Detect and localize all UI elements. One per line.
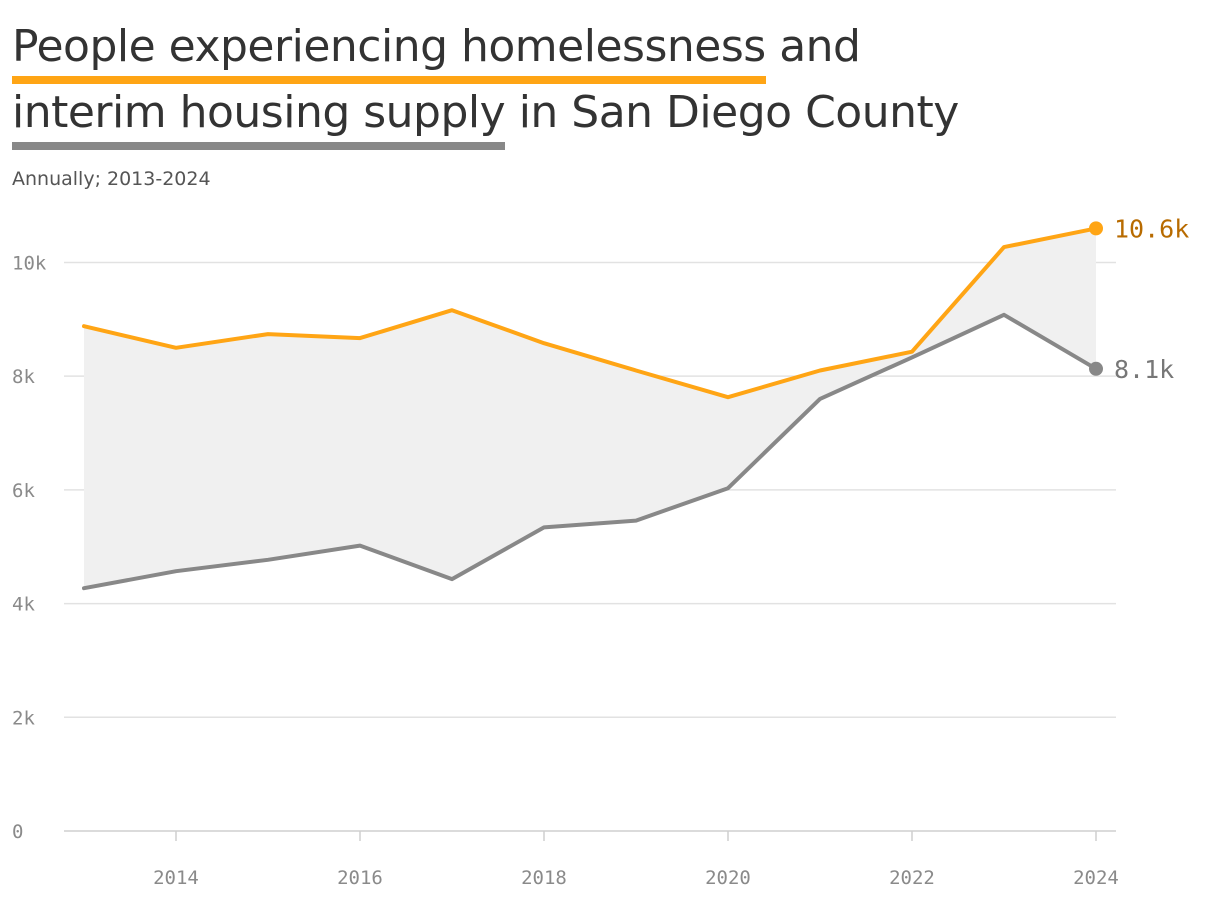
- y-tick-label: 6k: [12, 480, 35, 502]
- series-line-homeless: [82, 226, 1098, 400]
- y-tick-label: 0: [12, 821, 23, 843]
- x-tick-label: 2022: [889, 867, 935, 889]
- x-tick-label: 2014: [153, 867, 199, 889]
- gap-area: [84, 228, 1096, 589]
- title-housing-highlight: interim housing supply: [12, 87, 506, 150]
- end-label-homeless: 10.6k: [1114, 214, 1189, 243]
- end-point-homeless: [1089, 221, 1103, 236]
- y-tick-label: 10k: [12, 252, 47, 274]
- chart-subtitle: Annually; 2013-2024: [12, 168, 211, 190]
- x-tick-label: 2016: [337, 867, 383, 889]
- title-location: in San Diego County: [518, 87, 960, 138]
- title-homelessness-highlight: People experiencing homelessness: [12, 21, 766, 84]
- title-and: and: [779, 21, 861, 72]
- y-tick-label: 8k: [12, 366, 35, 388]
- y-tick-label: 4k: [12, 594, 35, 616]
- x-tick-label: 2018: [521, 867, 567, 889]
- end-label-housing: 8.1k: [1114, 355, 1174, 384]
- y-tick-label: 2k: [12, 707, 35, 729]
- series-line-housing: [82, 312, 1098, 591]
- end-point-housing: [1089, 361, 1103, 376]
- x-tick-label: 2020: [705, 867, 751, 889]
- x-tick-label: 2024: [1073, 867, 1119, 889]
- chart-title: People experiencing homelessness and inte…: [12, 14, 1212, 150]
